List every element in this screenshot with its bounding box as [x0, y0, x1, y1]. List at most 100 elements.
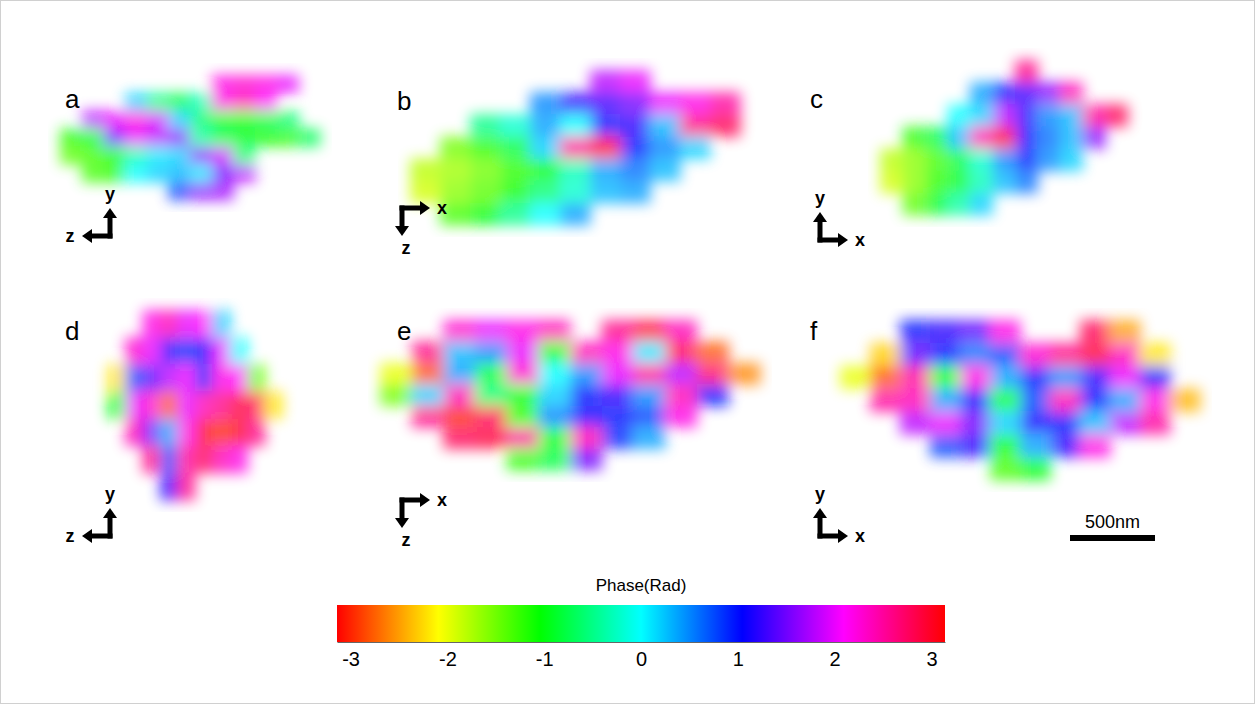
heatmap-cell: [530, 136, 561, 159]
colorbar-tick: -1: [536, 642, 554, 670]
heatmap-cell: [412, 363, 444, 385]
heatmap-cell: [103, 129, 125, 147]
heatmap-cell: [620, 92, 651, 115]
heatmap-cell: [125, 337, 143, 365]
heatmap-cell: [507, 406, 539, 428]
heatmap-cell: [195, 391, 213, 419]
heatmap-cell: [475, 363, 507, 385]
heatmap-cell: [665, 320, 697, 342]
heatmap-cell: [1015, 126, 1038, 149]
arrow-head: [103, 508, 117, 518]
heatmap-cell: [1050, 366, 1081, 389]
heatmap-cell: [990, 434, 1021, 457]
heatmap-cell: [1060, 126, 1083, 149]
heatmap-cell: [590, 181, 621, 204]
arrow-head: [103, 208, 117, 218]
heatmap-cell: [697, 341, 729, 363]
colorbar-tick-label: -3: [342, 648, 360, 670]
heatmap-cell: [60, 129, 82, 147]
heatmap-cell: [212, 164, 234, 182]
heatmap-cell: [212, 182, 234, 200]
heatmap-cell: [213, 364, 231, 392]
heatmap-cell: [870, 389, 901, 412]
heatmap-cell: [212, 111, 234, 129]
heatmap-cell: [412, 406, 444, 428]
heatmap-cell: [925, 171, 948, 194]
heatmap-cell: [168, 111, 190, 129]
heatmap-cell: [178, 446, 196, 474]
heatmap-cell: [970, 171, 993, 194]
heatmap-cell: [1015, 82, 1038, 105]
heatmap-cell: [1140, 366, 1171, 389]
heatmap-cell: [230, 391, 248, 419]
heatmap-cell: [993, 171, 1016, 194]
colorbar-axis-line: [338, 642, 946, 643]
colorbar-tick: -3: [342, 642, 360, 670]
axis-arrow-label: y: [815, 188, 825, 208]
panel-letter: b: [397, 86, 411, 116]
heatmap-cell: [530, 181, 561, 204]
heatmap-cell: [230, 446, 248, 474]
arrow-head: [420, 493, 430, 507]
axis-arrow: x: [818, 230, 866, 250]
panel-letter: f: [810, 316, 818, 346]
heatmap-cell: [590, 92, 621, 115]
heatmap-cell: [103, 111, 125, 129]
heatmap-cell: [1050, 434, 1081, 457]
heatmap-cell: [948, 149, 971, 172]
heatmap-cell: [633, 341, 665, 363]
heatmap-cell: [620, 136, 651, 159]
heatmap-cell: [538, 341, 570, 363]
heatmap-cell: [125, 364, 143, 392]
arrow-head: [82, 229, 92, 243]
heatmap-cell: [195, 364, 213, 392]
heatmap-cell: [930, 320, 961, 343]
heatmap-cell: [538, 427, 570, 449]
colorbar-tick-label: 0: [636, 648, 647, 670]
heatmap-cell: [507, 449, 539, 471]
axis-arrow-label: y: [105, 184, 115, 204]
heatmap-cell: [168, 93, 190, 111]
heatmap-cell: [500, 114, 531, 137]
heatmap-cell: [213, 391, 231, 419]
arrow-head: [813, 508, 827, 518]
heatmap-cell: [925, 149, 948, 172]
heatmap-cell: [443, 427, 475, 449]
heatmap-cell: [168, 146, 190, 164]
heatmap-cell: [1080, 389, 1111, 412]
heatmap-cell: [178, 337, 196, 365]
heatmap-cell: [570, 406, 602, 428]
heatmap-cell: [410, 159, 441, 182]
heatmap-cell: [103, 164, 125, 182]
heatmap-cell: [650, 159, 681, 182]
heatmap-cell: [470, 203, 501, 226]
heatmap-cell: [178, 419, 196, 447]
heatmap-cell: [900, 366, 931, 389]
colorbar-gradient: [337, 605, 945, 642]
axis-arrow-label: y: [105, 484, 115, 504]
heatmap-cell: [143, 310, 161, 338]
heatmap-cell: [195, 337, 213, 365]
heatmap-cell: [412, 384, 444, 406]
heatmap-cell: [125, 419, 143, 447]
heatmap-cell: [570, 427, 602, 449]
heatmap-cell: [125, 146, 147, 164]
heatmap-cell: [1140, 343, 1171, 366]
heatmap-cell: [380, 384, 412, 406]
heatmap-cell: [507, 363, 539, 385]
heatmap-cell: [697, 363, 729, 385]
heatmap-cell: [255, 93, 277, 111]
heatmap-cell: [507, 427, 539, 449]
heatmap-cell: [1110, 343, 1141, 366]
heatmap-cell: [1050, 343, 1081, 366]
axis-arrow: y: [813, 484, 827, 539]
heatmap-cell: [1105, 104, 1128, 127]
heatmap: [840, 320, 1201, 481]
heatmap-cell: [665, 363, 697, 385]
heatmap: [410, 70, 741, 226]
heatmap-cell: [993, 104, 1016, 127]
heatmap-cell: [213, 310, 231, 338]
heatmap-cell: [195, 310, 213, 338]
heatmap: [108, 310, 284, 501]
heatmap-cell: [147, 93, 169, 111]
